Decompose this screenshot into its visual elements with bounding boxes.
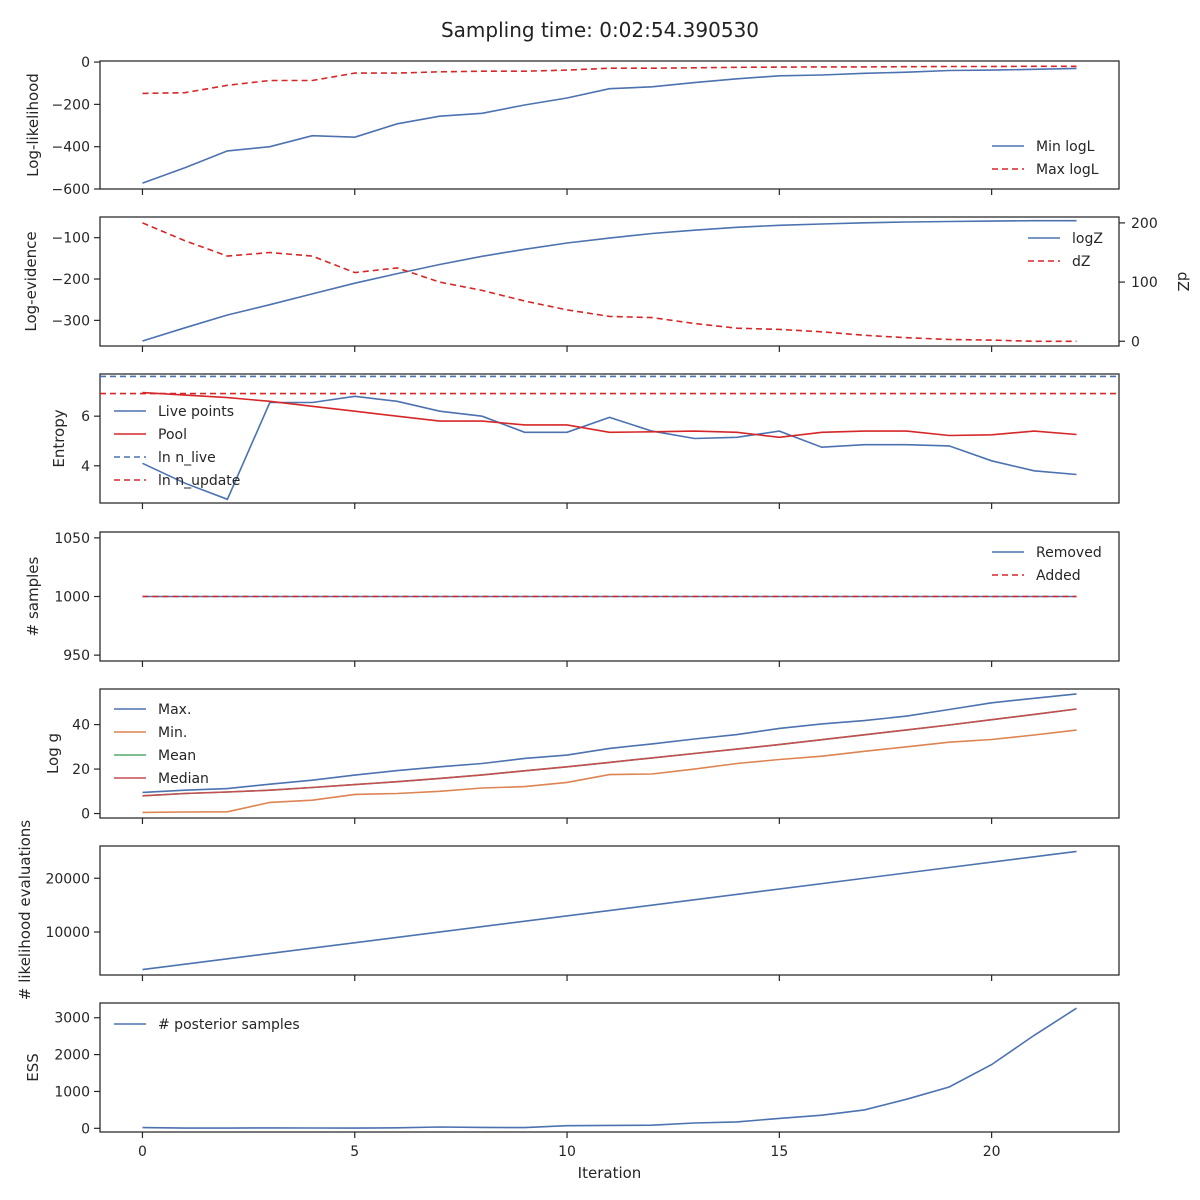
panel-5-ytick-label: 20000 xyxy=(45,871,90,887)
panel-2-frame xyxy=(99,373,1120,504)
panel-4-legend-label-1: Min. xyxy=(158,725,187,741)
panel-1-y2tick-label: 200 xyxy=(1131,216,1158,232)
x-tick-label: 15 xyxy=(770,1144,788,1160)
panel-0-ytick-label: 0 xyxy=(81,55,90,71)
panel-0-legend-label-1: Max logL xyxy=(1036,162,1099,178)
panel-1-series-1-line xyxy=(142,222,1077,343)
panel-5-y-label: # likelihood evaluations xyxy=(16,820,34,1000)
panel-3-ytick-label: 950 xyxy=(63,648,90,664)
panel-4-legend-label-2: Mean xyxy=(158,748,196,764)
panel-2-legend-label-2: ln n_live xyxy=(158,450,216,466)
panel-2-legend-label-3: ln n_update xyxy=(158,473,240,489)
x-tick-label: 0 xyxy=(138,1144,147,1160)
panel-1-series-0-line xyxy=(142,219,1077,342)
panel-0-ytick-label: −600 xyxy=(52,182,90,198)
panel-4-ytick-label: 40 xyxy=(72,718,90,734)
panel-5-series-0-line xyxy=(142,850,1077,971)
panel-4-series-1-line xyxy=(142,729,1077,814)
panel-4-series-0-line xyxy=(142,693,1077,794)
panel-6-ytick-label: 2000 xyxy=(54,1048,90,1064)
panel-1-y2-label: dZ xyxy=(1174,272,1192,292)
panel-2-series-0-line xyxy=(142,395,1077,501)
panel-1-ytick-label: −300 xyxy=(52,313,90,329)
panel-0-legend-label-0: Min logL xyxy=(1036,139,1095,155)
panel-0-series-0-line xyxy=(142,67,1077,184)
panel-3-y-label: # samples xyxy=(24,556,42,636)
panel-2-legend-label-0: Live points xyxy=(158,404,234,420)
panel-4-frame xyxy=(99,688,1120,819)
panel-2-legend-label-1: Pool xyxy=(158,427,187,443)
panel-4-ytick-label: 0 xyxy=(81,807,90,823)
panel-6-legend-label-0: # posterior samples xyxy=(158,1017,300,1033)
panel-4-series-3-line xyxy=(142,708,1077,797)
figure-title: Sampling time: 0:02:54.390530 xyxy=(440,18,760,42)
panel-4-legend-label-3: Median xyxy=(158,771,209,787)
x-tick-label: 10 xyxy=(558,1144,576,1160)
panel-1-y2tick-label: 100 xyxy=(1131,275,1158,291)
panel-0-y-label: Log-likelihood xyxy=(24,73,42,177)
panel-3-legend-label-0: Removed xyxy=(1036,545,1102,561)
panel-6-series-0-line xyxy=(142,1007,1077,1129)
panel-2-y-label: Entropy xyxy=(50,409,68,467)
panel-3-ytick-label: 1000 xyxy=(54,590,90,606)
panel-1-y2tick-label: 0 xyxy=(1131,334,1140,350)
panel-0-frame xyxy=(99,60,1120,190)
panel-5-frame xyxy=(99,845,1120,976)
panel-1-legend-label-1: dZ xyxy=(1072,254,1090,270)
panel-0-ytick-label: −400 xyxy=(52,140,90,156)
panel-6-ytick-label: 1000 xyxy=(54,1084,90,1100)
panel-0-ytick-label: −200 xyxy=(52,97,90,113)
x-axis-label: Iteration xyxy=(578,1164,642,1182)
panel-1-ytick-label: −200 xyxy=(52,272,90,288)
panel-6-ytick-label: 0 xyxy=(81,1121,90,1137)
x-tick-label: 5 xyxy=(350,1144,359,1160)
panel-3-ytick-label: 1050 xyxy=(54,531,90,547)
panel-2-ytick-label: 4 xyxy=(81,459,90,475)
panel-5-ytick-label: 10000 xyxy=(45,925,90,941)
panel-6-ytick-label: 3000 xyxy=(54,1011,90,1027)
panel-4-legend-label-0: Max. xyxy=(158,702,191,718)
panel-1-frame xyxy=(99,216,1120,347)
x-tick-label: 20 xyxy=(983,1144,1001,1160)
panel-4-y-label: Log g xyxy=(44,733,62,774)
panel-6-y-label: ESS xyxy=(24,1053,42,1082)
panel-1-y-label: Log-evidence xyxy=(22,231,40,331)
panel-4-ytick-label: 20 xyxy=(72,762,90,778)
panel-0-series-1-line xyxy=(142,65,1077,95)
panel-1-legend-label-0: logZ xyxy=(1072,231,1103,247)
panel-2-series-1-line xyxy=(142,391,1077,439)
panel-6-frame xyxy=(99,1002,1120,1133)
panel-1-ytick-label: −100 xyxy=(52,231,90,247)
panel-2-ytick-label: 6 xyxy=(81,409,90,425)
panel-3-legend-label-1: Added xyxy=(1036,568,1081,584)
